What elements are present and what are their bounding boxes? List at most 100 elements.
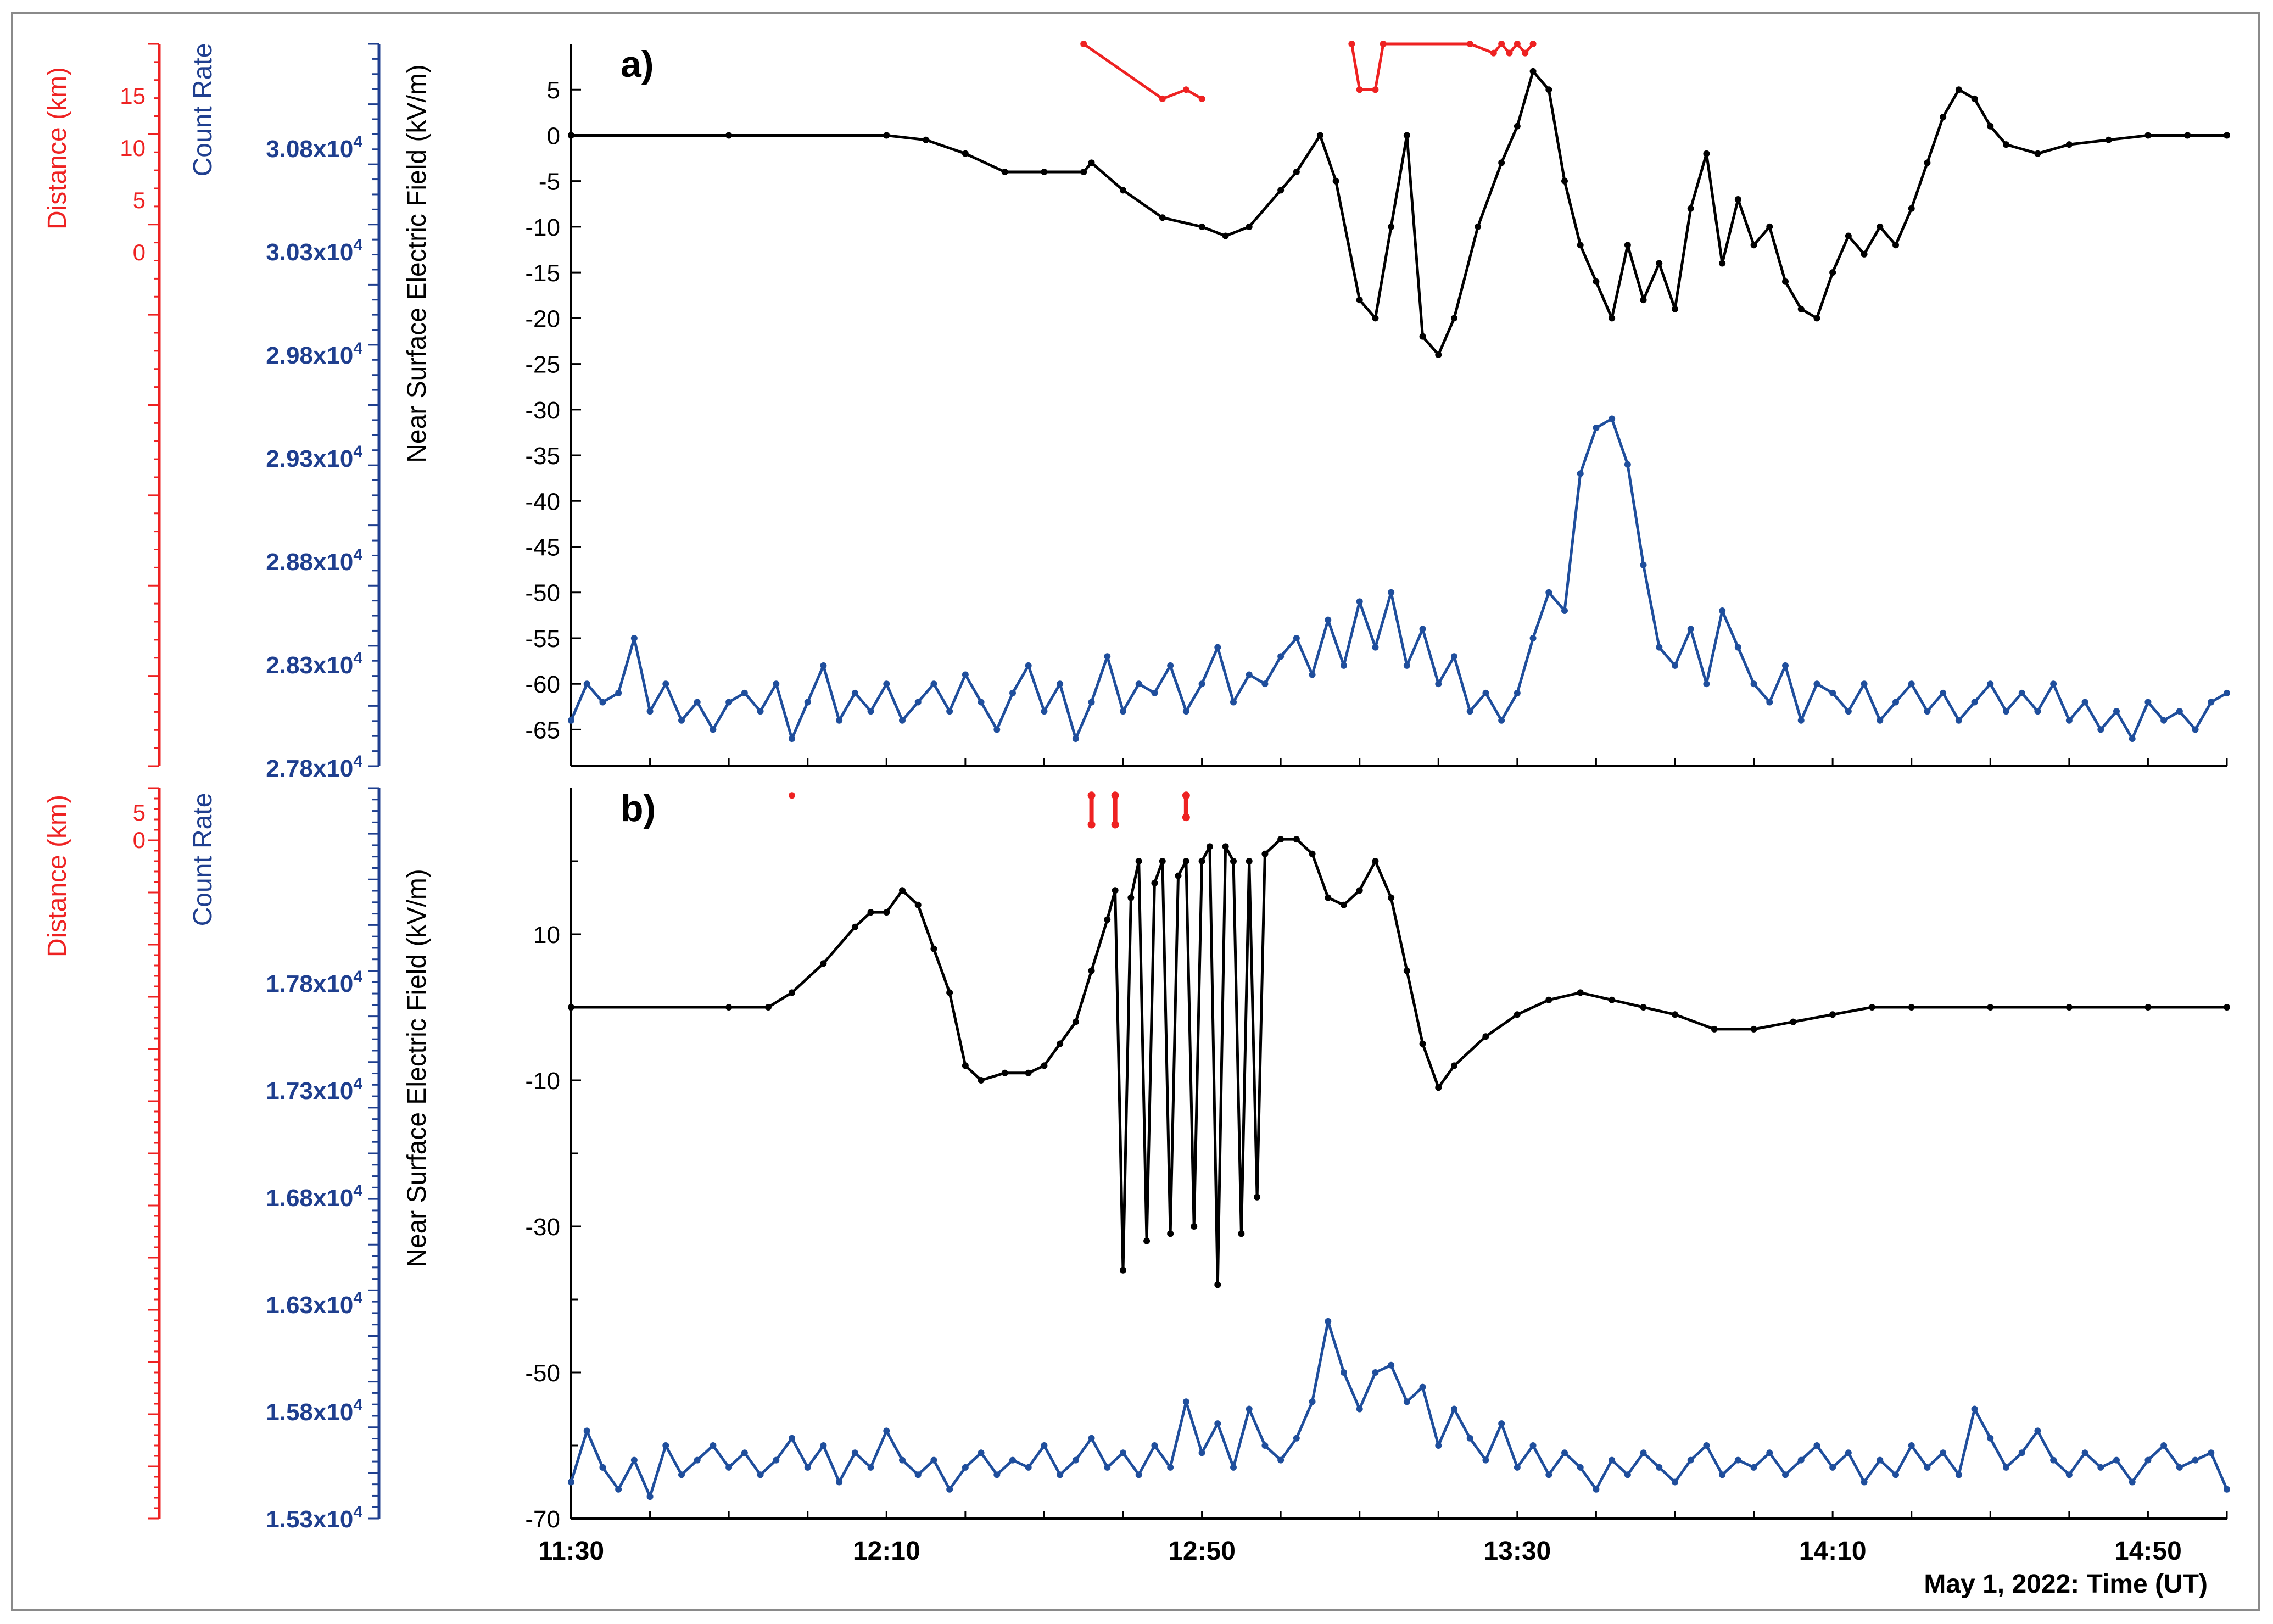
efield-tick-label: -20 bbox=[525, 305, 560, 332]
data-point bbox=[1159, 95, 1166, 102]
series-0 bbox=[568, 836, 2230, 1288]
data-point bbox=[1797, 717, 1805, 724]
data-point bbox=[978, 699, 985, 706]
count-tick-label: 2.78x104 bbox=[266, 752, 362, 782]
count-tick-label: 2.93x104 bbox=[266, 443, 362, 472]
count-tick-mantissa: 1.68x10 bbox=[266, 1185, 353, 1212]
data2-point bbox=[1380, 41, 1387, 47]
data-point bbox=[1466, 708, 1473, 715]
data-point bbox=[1451, 315, 1457, 322]
data-point bbox=[1072, 1018, 1079, 1025]
data-point bbox=[725, 1004, 733, 1011]
data-point bbox=[1159, 858, 1166, 864]
data-point bbox=[2184, 132, 2191, 139]
count-tick-label: 1.58x104 bbox=[266, 1396, 362, 1426]
data-point bbox=[1514, 689, 1521, 696]
data-point bbox=[1545, 86, 1552, 93]
data-point bbox=[1403, 662, 1410, 669]
series-0 bbox=[568, 68, 2230, 358]
data-point bbox=[710, 726, 717, 733]
data-point bbox=[1182, 708, 1189, 715]
data-point bbox=[615, 1486, 622, 1493]
series-1 bbox=[568, 1318, 2230, 1500]
data-point bbox=[1135, 680, 1142, 688]
count-tick-mantissa: 1.58x10 bbox=[266, 1399, 353, 1426]
data-point bbox=[1577, 1464, 1584, 1471]
data-point bbox=[1924, 1464, 1931, 1471]
data-point bbox=[2176, 1464, 2183, 1471]
data-point bbox=[1293, 836, 1300, 843]
data-point bbox=[820, 960, 827, 967]
efield-axis-label: Near Surface Electric Field (kV/m) bbox=[403, 64, 432, 463]
count-axis-label: Count Rate bbox=[188, 43, 217, 177]
data-point bbox=[1403, 1398, 1410, 1405]
data-point bbox=[914, 901, 922, 908]
data-point bbox=[1127, 894, 1135, 901]
data-point bbox=[1041, 169, 1048, 176]
distance-mark-point bbox=[1182, 791, 1190, 800]
data-point bbox=[1545, 589, 1552, 596]
data-point bbox=[1545, 996, 1552, 1003]
data-point bbox=[1277, 1456, 1285, 1464]
data-point bbox=[1151, 879, 1158, 886]
data2-point bbox=[1506, 49, 1513, 57]
data-point bbox=[1372, 644, 1379, 651]
data-point bbox=[962, 150, 969, 157]
data-point bbox=[1640, 1004, 1647, 1011]
data-point bbox=[1246, 671, 1253, 678]
data-point bbox=[1514, 122, 1521, 130]
data-point bbox=[899, 717, 906, 724]
data-point bbox=[1419, 1383, 1426, 1391]
data-point bbox=[2050, 680, 2057, 688]
data-point bbox=[1734, 644, 1741, 651]
data-line bbox=[571, 838, 2227, 1286]
count-tick-exponent: 4 bbox=[353, 649, 362, 667]
figure-frame bbox=[11, 12, 2260, 1611]
time-tick-label: 14:10 bbox=[1799, 1537, 1867, 1566]
data-point bbox=[773, 680, 780, 688]
data-point bbox=[1829, 1011, 1836, 1018]
data-point bbox=[1656, 1464, 1663, 1471]
count-tick-mantissa: 3.03x10 bbox=[266, 239, 353, 266]
data-point bbox=[2065, 1471, 2073, 1478]
efield-tick-label: 10 bbox=[533, 922, 560, 948]
series-2 bbox=[789, 791, 1190, 829]
data-point bbox=[1088, 967, 1095, 974]
data-point bbox=[710, 1442, 717, 1449]
distance-mark-point bbox=[1111, 821, 1119, 829]
time-tick-label: 13:30 bbox=[1483, 1537, 1551, 1566]
distance-tick-label: 5 bbox=[133, 800, 146, 825]
data-point bbox=[978, 1077, 985, 1084]
data-point bbox=[1435, 680, 1442, 688]
data-point bbox=[1593, 425, 1600, 432]
data-point bbox=[1971, 699, 1978, 706]
data-point bbox=[646, 1493, 654, 1500]
data-point bbox=[2208, 1449, 2215, 1456]
data-point bbox=[1214, 1281, 1221, 1288]
data-point bbox=[1908, 205, 1915, 212]
data-point bbox=[1829, 1464, 1836, 1471]
efield-tick-label: -35 bbox=[525, 443, 560, 470]
count-tick-label: 1.68x104 bbox=[266, 1182, 362, 1212]
data-point bbox=[2065, 1004, 2073, 1011]
data-point bbox=[1057, 680, 1064, 688]
data-point bbox=[1924, 159, 1931, 166]
data-point bbox=[1025, 1069, 1032, 1076]
data-point bbox=[867, 909, 874, 916]
distance-tick-label: 15 bbox=[120, 83, 146, 109]
data-point bbox=[725, 132, 733, 139]
data-point bbox=[946, 708, 953, 715]
data-point bbox=[1868, 1004, 1875, 1011]
count-tick-mantissa: 1.53x10 bbox=[266, 1506, 353, 1533]
data-point bbox=[1175, 872, 1182, 879]
data-point bbox=[1529, 68, 1537, 75]
data-point bbox=[1309, 1398, 1316, 1405]
data-point bbox=[1230, 1464, 1237, 1471]
data-point bbox=[899, 887, 906, 894]
data-point bbox=[1325, 616, 1332, 623]
data-point bbox=[1222, 232, 1229, 239]
data-point bbox=[1120, 1266, 1126, 1274]
data-point bbox=[2113, 1456, 2120, 1464]
count-tick-label: 2.83x104 bbox=[266, 649, 362, 679]
data-point bbox=[1750, 680, 1757, 688]
